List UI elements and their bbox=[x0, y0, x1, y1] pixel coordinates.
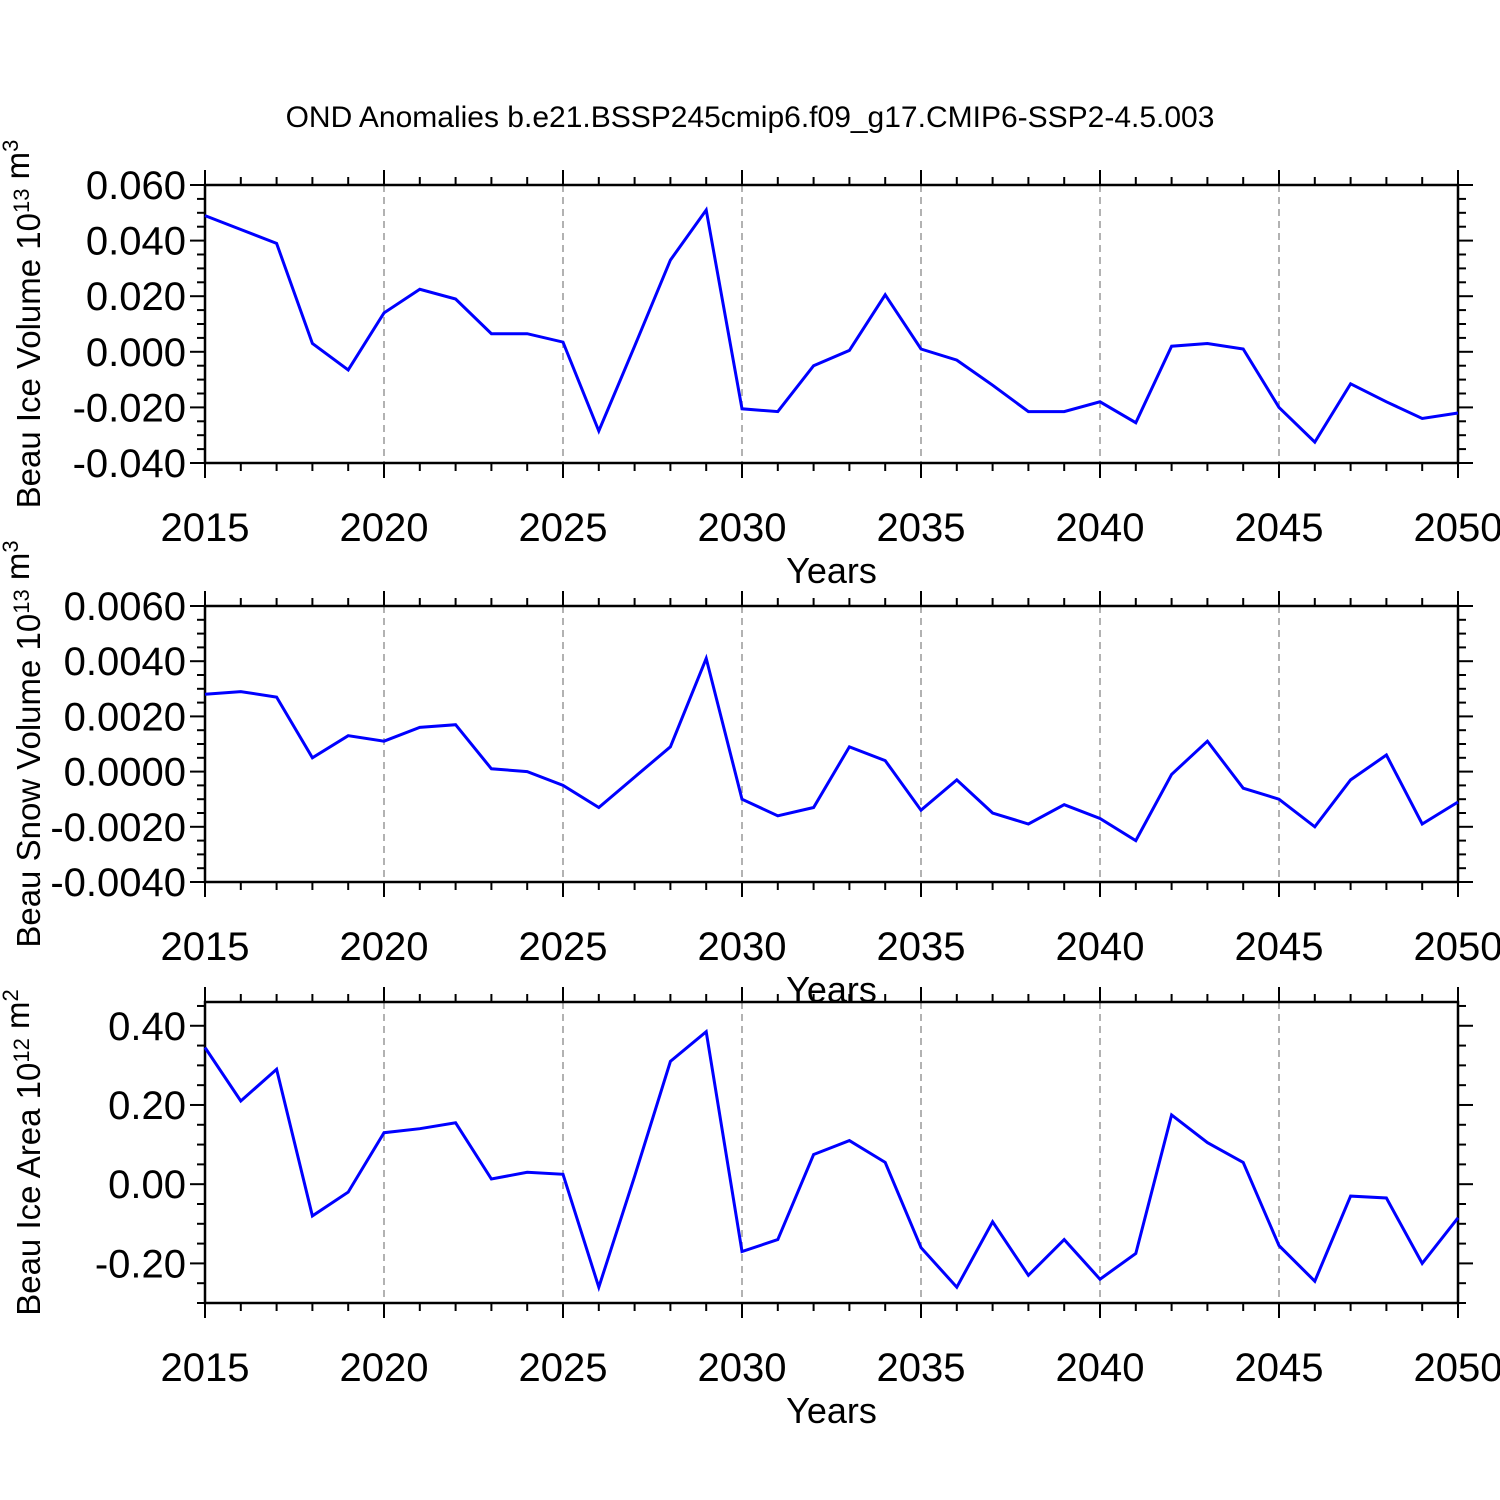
chart-title: OND Anomalies b.e21.BSSP245cmip6.f09_g17… bbox=[285, 101, 1215, 134]
x-tick-label: 2050 bbox=[1414, 1346, 1500, 1390]
x-tick-label: 2030 bbox=[698, 1346, 787, 1390]
plot-border bbox=[203, 1000, 1460, 1305]
x-tick-label: 2030 bbox=[698, 506, 787, 550]
x-axis-title: Years bbox=[786, 1390, 877, 1431]
x-tick-label: 2025 bbox=[519, 925, 608, 969]
panel-ice-area: 0.40 0.20 0.00 -0.20 2015 2020 2025 2030 2035 204… bbox=[0, 987, 1500, 1431]
x-tick-label: 2045 bbox=[1235, 925, 1324, 969]
y-tick-label: 0.20 bbox=[108, 1084, 186, 1128]
x-tick-label: 2015 bbox=[161, 506, 250, 550]
x-tick-label: 2025 bbox=[519, 506, 608, 550]
x-tick-label: 2040 bbox=[1056, 925, 1145, 969]
series-line-ice-volume bbox=[204, 206, 1459, 445]
x-tick-label: 2035 bbox=[877, 925, 966, 969]
y-tick-label: -0.0040 bbox=[50, 861, 186, 905]
y-tick-label: -0.020 bbox=[73, 386, 186, 430]
x-axis-title: Years bbox=[786, 550, 877, 591]
x-tick-label: 2040 bbox=[1056, 506, 1145, 550]
y-tick-label: 0.0000 bbox=[64, 751, 186, 795]
x-tick-label: 2050 bbox=[1414, 506, 1500, 550]
y-tick-label: 0.020 bbox=[86, 275, 186, 319]
y-tick-label: 0.060 bbox=[86, 164, 186, 208]
x-tick-label: 2045 bbox=[1235, 506, 1324, 550]
x-tick-label: 2020 bbox=[340, 506, 429, 550]
panel-snow-volume: 0.0060 0.0040 0.0020 0.0000 -0.0020 -0.0040 20… bbox=[0, 540, 1500, 1010]
y-tick-label: -0.0020 bbox=[50, 806, 186, 850]
y-tick-label: 0.0040 bbox=[64, 640, 186, 684]
panel-ice-volume: 0.060 0.040 0.020 0.000 -0.020 -0.040 2015 2020… bbox=[0, 140, 1500, 591]
x-tick-label: 2025 bbox=[519, 1346, 608, 1390]
x-tick-label: 2015 bbox=[161, 925, 250, 969]
x-tick-label: 2050 bbox=[1414, 925, 1500, 969]
series-line-ice-area bbox=[203, 1028, 1460, 1293]
y-axis-title-snow-volume: Beau Snow Volume 1013 m3 bbox=[0, 540, 47, 947]
plot-border bbox=[203, 604, 1460, 884]
y-tick-label: 0.40 bbox=[108, 1005, 186, 1049]
x-tick-label: 2045 bbox=[1235, 1346, 1324, 1390]
y-tick-label: 0.00 bbox=[108, 1163, 186, 1207]
y-tick-label: 0.0020 bbox=[64, 695, 186, 739]
y-tick-label: 0.040 bbox=[86, 220, 186, 264]
x-tick-label: 2035 bbox=[877, 1346, 966, 1390]
x-axis-title: Years bbox=[786, 969, 877, 1010]
y-tick-label: 0.000 bbox=[86, 331, 186, 375]
series-line-snow-volume bbox=[204, 653, 1459, 843]
y-axis-title-ice-area: Beau Ice Area 1012 m2 bbox=[0, 989, 47, 1316]
y-axis-title-ice-volume: Beau Ice Volume 1013 m3 bbox=[0, 140, 47, 509]
x-tick-label: 2030 bbox=[698, 925, 787, 969]
x-tick-label: 2015 bbox=[161, 1346, 250, 1390]
y-tick-label: 0.0060 bbox=[64, 585, 186, 629]
y-tick-label: -0.040 bbox=[73, 442, 186, 486]
y-tick-label: -0.20 bbox=[95, 1242, 186, 1286]
x-tick-label: 2020 bbox=[340, 1346, 429, 1390]
x-tick-label: 2040 bbox=[1056, 1346, 1145, 1390]
plot-border bbox=[203, 183, 1460, 465]
x-tick-label: 2035 bbox=[877, 506, 966, 550]
x-tick-label: 2020 bbox=[340, 925, 429, 969]
